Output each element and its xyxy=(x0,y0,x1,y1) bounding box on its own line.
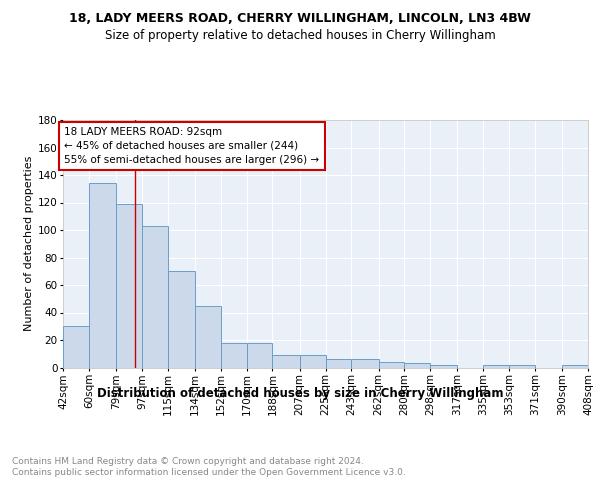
Y-axis label: Number of detached properties: Number of detached properties xyxy=(23,156,34,332)
Bar xyxy=(63,326,89,368)
Bar xyxy=(509,365,535,368)
Bar xyxy=(430,365,457,368)
Bar xyxy=(221,343,247,367)
Text: Distribution of detached houses by size in Cherry Willingham: Distribution of detached houses by size … xyxy=(97,388,503,400)
Bar xyxy=(483,365,509,368)
Bar xyxy=(562,365,588,368)
Bar xyxy=(272,355,299,368)
Bar xyxy=(247,343,272,367)
Bar xyxy=(352,359,379,368)
Bar xyxy=(168,271,195,368)
Bar xyxy=(325,359,352,368)
Bar xyxy=(588,365,600,368)
Bar xyxy=(142,226,168,368)
Bar xyxy=(299,355,325,368)
Text: 18, LADY MEERS ROAD, CHERRY WILLINGHAM, LINCOLN, LN3 4BW: 18, LADY MEERS ROAD, CHERRY WILLINGHAM, … xyxy=(69,12,531,26)
Text: Size of property relative to detached houses in Cherry Willingham: Size of property relative to detached ho… xyxy=(104,29,496,42)
Bar xyxy=(89,183,116,368)
Bar xyxy=(195,306,221,368)
Text: 18 LADY MEERS ROAD: 92sqm
← 45% of detached houses are smaller (244)
55% of semi: 18 LADY MEERS ROAD: 92sqm ← 45% of detac… xyxy=(64,127,320,165)
Text: Contains HM Land Registry data © Crown copyright and database right 2024.
Contai: Contains HM Land Registry data © Crown c… xyxy=(12,458,406,477)
Bar xyxy=(404,364,430,368)
Bar xyxy=(116,204,142,368)
Bar xyxy=(379,362,404,368)
